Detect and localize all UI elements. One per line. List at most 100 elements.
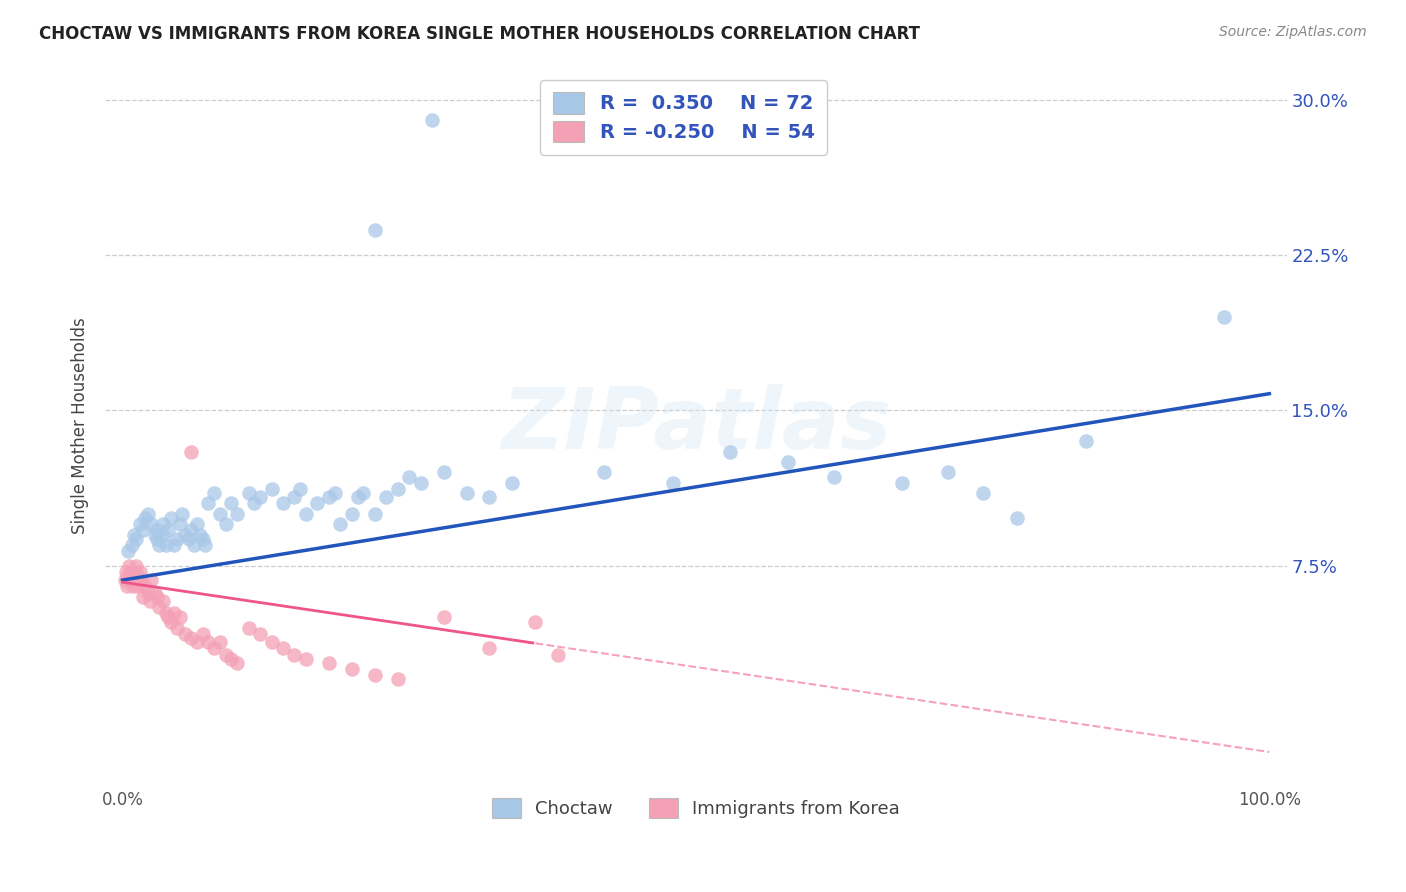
Point	[170, 507, 193, 521]
Point	[295, 652, 318, 666]
Point	[283, 490, 305, 504]
Point	[214, 517, 236, 532]
Point	[122, 527, 145, 541]
Point	[271, 641, 294, 656]
Point	[501, 475, 523, 490]
Point	[139, 573, 162, 587]
Point	[547, 648, 569, 662]
Point	[136, 507, 159, 521]
Point	[120, 573, 142, 587]
Point	[114, 573, 136, 587]
Point	[197, 496, 219, 510]
Point	[329, 517, 352, 532]
Point	[346, 490, 368, 504]
Point	[174, 627, 197, 641]
Point	[226, 656, 249, 670]
Point	[115, 579, 138, 593]
Point	[169, 610, 191, 624]
Point	[146, 524, 169, 538]
Point	[249, 490, 271, 504]
Point	[174, 527, 197, 541]
Point	[202, 486, 225, 500]
Point	[148, 600, 170, 615]
Point	[260, 635, 283, 649]
Point	[478, 641, 501, 656]
Point	[146, 532, 169, 546]
Point	[718, 444, 741, 458]
Point	[121, 579, 143, 593]
Point	[139, 594, 162, 608]
Point	[307, 496, 329, 510]
Point	[159, 511, 181, 525]
Point	[166, 532, 188, 546]
Text: Source: ZipAtlas.com: Source: ZipAtlas.com	[1219, 25, 1367, 39]
Point	[221, 652, 243, 666]
Point	[146, 590, 169, 604]
Point	[318, 490, 340, 504]
Point	[177, 532, 200, 546]
Point	[121, 538, 143, 552]
Point	[180, 631, 202, 645]
Point	[290, 482, 312, 496]
Point	[238, 486, 260, 500]
Point	[891, 475, 914, 490]
Point	[364, 223, 387, 237]
Point	[127, 569, 149, 583]
Text: ZIPatlas: ZIPatlas	[501, 384, 891, 467]
Point	[186, 635, 208, 649]
Point	[214, 648, 236, 662]
Point	[340, 662, 363, 676]
Point	[221, 496, 243, 510]
Point	[208, 507, 231, 521]
Point	[124, 573, 146, 587]
Point	[128, 565, 150, 579]
Text: CHOCTAW VS IMMIGRANTS FROM KOREA SINGLE MOTHER HOUSEHOLDS CORRELATION CHART: CHOCTAW VS IMMIGRANTS FROM KOREA SINGLE …	[39, 25, 921, 43]
Point	[524, 615, 547, 629]
Point	[117, 544, 139, 558]
Point	[132, 590, 155, 604]
Y-axis label: Single Mother Households: Single Mother Households	[72, 318, 89, 534]
Point	[117, 569, 139, 583]
Legend: Choctaw, Immigrants from Korea: Choctaw, Immigrants from Korea	[485, 791, 907, 825]
Point	[157, 524, 180, 538]
Point	[125, 532, 148, 546]
Point	[155, 538, 177, 552]
Point	[432, 466, 454, 480]
Point	[340, 507, 363, 521]
Point	[197, 635, 219, 649]
Point	[152, 517, 174, 532]
Point	[295, 507, 318, 521]
Point	[375, 490, 398, 504]
Point	[127, 579, 149, 593]
Point	[132, 524, 155, 538]
Point	[936, 466, 959, 480]
Point	[208, 635, 231, 649]
Point	[593, 466, 616, 480]
Point	[202, 641, 225, 656]
Point	[194, 538, 217, 552]
Point	[249, 627, 271, 641]
Point	[1074, 434, 1097, 449]
Point	[190, 527, 212, 541]
Point	[364, 668, 387, 682]
Point	[226, 507, 249, 521]
Point	[163, 538, 186, 552]
Point	[180, 444, 202, 458]
Point	[323, 486, 346, 500]
Point	[166, 621, 188, 635]
Point	[180, 524, 202, 538]
Point	[398, 469, 420, 483]
Point	[283, 648, 305, 662]
Point	[157, 610, 180, 624]
Point	[125, 558, 148, 573]
Point	[134, 511, 156, 525]
Point	[118, 558, 141, 573]
Point	[387, 673, 409, 687]
Point	[128, 517, 150, 532]
Point	[420, 113, 443, 128]
Point	[136, 585, 159, 599]
Point	[260, 482, 283, 496]
Point	[148, 538, 170, 552]
Point	[776, 455, 799, 469]
Point	[129, 573, 152, 587]
